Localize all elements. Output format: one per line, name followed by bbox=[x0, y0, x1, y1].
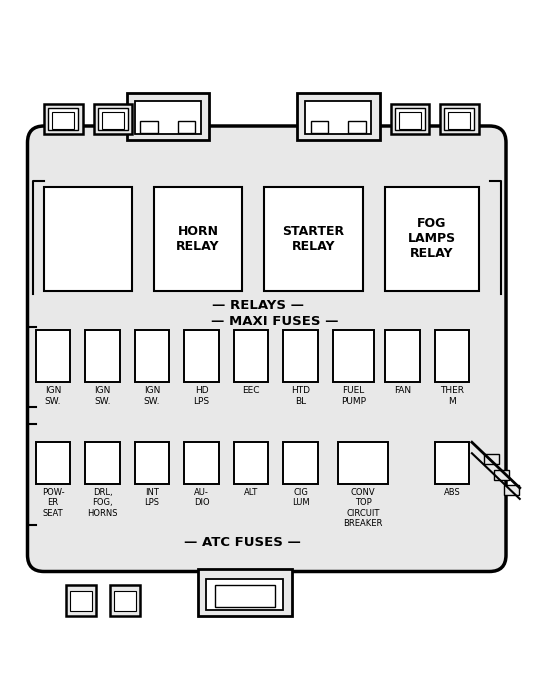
Bar bbox=[184, 442, 219, 484]
Text: DRL,
FOG,
HORNS: DRL, FOG, HORNS bbox=[87, 488, 118, 518]
Text: — RELAYS —: — RELAYS — bbox=[212, 299, 305, 312]
Text: FOG
LAMPS
RELAY: FOG LAMPS RELAY bbox=[408, 217, 456, 260]
Bar bbox=[338, 442, 388, 484]
Text: FUEL
PUMP: FUEL PUMP bbox=[341, 386, 366, 406]
Bar bbox=[126, 93, 209, 140]
Bar bbox=[434, 442, 469, 484]
Bar bbox=[94, 104, 132, 134]
Bar bbox=[70, 591, 92, 611]
Bar bbox=[36, 329, 70, 382]
Text: CIG
LUM: CIG LUM bbox=[292, 488, 310, 507]
Bar bbox=[333, 329, 374, 382]
Text: IGN
SW.: IGN SW. bbox=[45, 386, 62, 406]
Bar bbox=[484, 455, 499, 464]
Text: STARTER
RELAY: STARTER RELAY bbox=[283, 225, 344, 253]
Bar bbox=[154, 187, 242, 291]
Bar bbox=[66, 585, 96, 615]
Bar bbox=[399, 112, 421, 129]
Text: HTD
BL: HTD BL bbox=[291, 386, 310, 406]
Bar bbox=[390, 104, 429, 134]
Text: IGN
SW.: IGN SW. bbox=[144, 386, 161, 406]
Bar bbox=[102, 112, 124, 129]
Bar bbox=[283, 329, 318, 382]
Text: ABS: ABS bbox=[443, 488, 460, 497]
Text: INT
LPS: INT LPS bbox=[145, 488, 160, 507]
Bar bbox=[140, 121, 158, 133]
Bar bbox=[448, 112, 470, 129]
Bar bbox=[184, 329, 219, 382]
Text: FAN: FAN bbox=[394, 386, 411, 395]
Bar bbox=[98, 109, 128, 130]
Bar bbox=[395, 109, 425, 130]
Text: HD
LPS: HD LPS bbox=[194, 386, 210, 406]
Bar bbox=[348, 121, 366, 133]
Bar bbox=[52, 112, 74, 129]
Bar bbox=[234, 329, 268, 382]
Text: — MAXI FUSES —: — MAXI FUSES — bbox=[211, 315, 339, 328]
Text: IGN
SW.: IGN SW. bbox=[95, 386, 111, 406]
Bar bbox=[283, 442, 318, 484]
Bar bbox=[440, 104, 478, 134]
Text: POW-
ER
SEAT: POW- ER SEAT bbox=[42, 488, 64, 518]
Bar bbox=[44, 104, 82, 134]
Bar bbox=[178, 121, 195, 133]
Bar bbox=[85, 442, 120, 484]
Text: — ATC FUSES —: — ATC FUSES — bbox=[184, 536, 300, 549]
FancyBboxPatch shape bbox=[28, 126, 506, 572]
Bar bbox=[85, 329, 120, 382]
Text: CONV
TOP
CIRCUIT
BREAKER: CONV TOP CIRCUIT BREAKER bbox=[343, 488, 383, 528]
Bar bbox=[494, 470, 509, 480]
Bar bbox=[385, 187, 478, 291]
Bar bbox=[214, 585, 275, 608]
Bar bbox=[198, 569, 292, 615]
Bar bbox=[305, 101, 371, 134]
Bar bbox=[114, 591, 136, 611]
Text: EEC: EEC bbox=[243, 386, 260, 395]
Bar bbox=[48, 109, 78, 130]
Bar bbox=[434, 329, 469, 382]
Bar bbox=[110, 585, 140, 615]
Bar bbox=[206, 579, 283, 610]
Bar bbox=[135, 101, 201, 134]
Bar bbox=[311, 121, 328, 133]
Bar bbox=[504, 485, 519, 495]
Text: HORN
RELAY: HORN RELAY bbox=[176, 225, 220, 253]
Bar bbox=[264, 187, 363, 291]
Bar bbox=[385, 329, 420, 382]
Text: THER
M: THER M bbox=[440, 386, 464, 406]
Bar bbox=[297, 93, 379, 140]
Bar bbox=[44, 187, 132, 291]
Text: AU-
DIO: AU- DIO bbox=[194, 488, 210, 507]
Bar bbox=[36, 442, 70, 484]
Text: ALT: ALT bbox=[244, 488, 258, 497]
Bar bbox=[135, 329, 169, 382]
Bar bbox=[234, 442, 268, 484]
Bar bbox=[135, 442, 169, 484]
Bar bbox=[444, 109, 474, 130]
